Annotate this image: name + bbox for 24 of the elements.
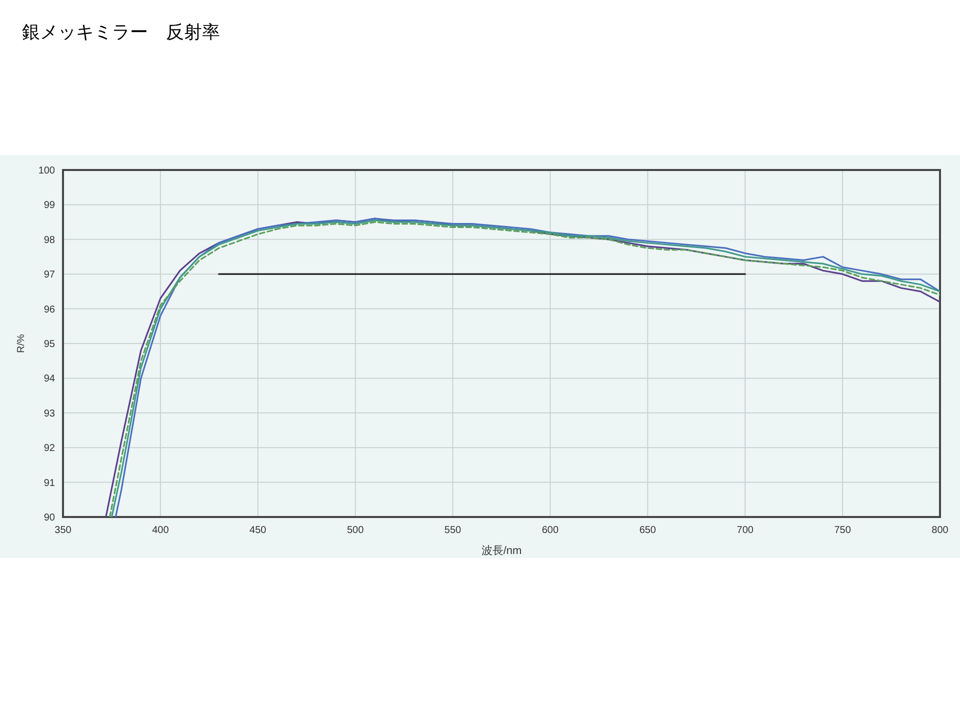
- x-tick-label: 550: [444, 525, 462, 536]
- chart-title: 銀メッキミラー 反射率: [22, 22, 220, 42]
- x-tick-label: 650: [639, 525, 656, 536]
- y-tick-label: 91: [44, 478, 56, 489]
- x-tick-label: 600: [542, 525, 559, 536]
- y-axis-title: R/%: [16, 334, 27, 353]
- x-tick-label: 700: [736, 525, 754, 536]
- x-axis-title: 波長/nm: [481, 544, 522, 557]
- x-tick-label: 350: [54, 525, 72, 536]
- y-tick-label: 98: [44, 234, 56, 246]
- x-tick-label: 750: [834, 525, 852, 536]
- y-tick-label: 92: [44, 443, 56, 454]
- y-tick-label: 96: [44, 304, 56, 316]
- x-tick-label: 800: [932, 525, 949, 536]
- y-tick-label: 97: [44, 270, 56, 281]
- x-tick-label: 450: [250, 525, 267, 536]
- y-tick-label: 93: [44, 408, 56, 420]
- y-tick-label: 94: [44, 374, 56, 385]
- y-tick-label: 100: [38, 166, 56, 176]
- x-tick-label: 500: [346, 525, 364, 536]
- x-tick-label: 400: [152, 525, 170, 536]
- y-tick-label: 95: [44, 339, 56, 350]
- y-tick-label: 99: [44, 200, 56, 212]
- y-tick-label: 90: [44, 512, 56, 524]
